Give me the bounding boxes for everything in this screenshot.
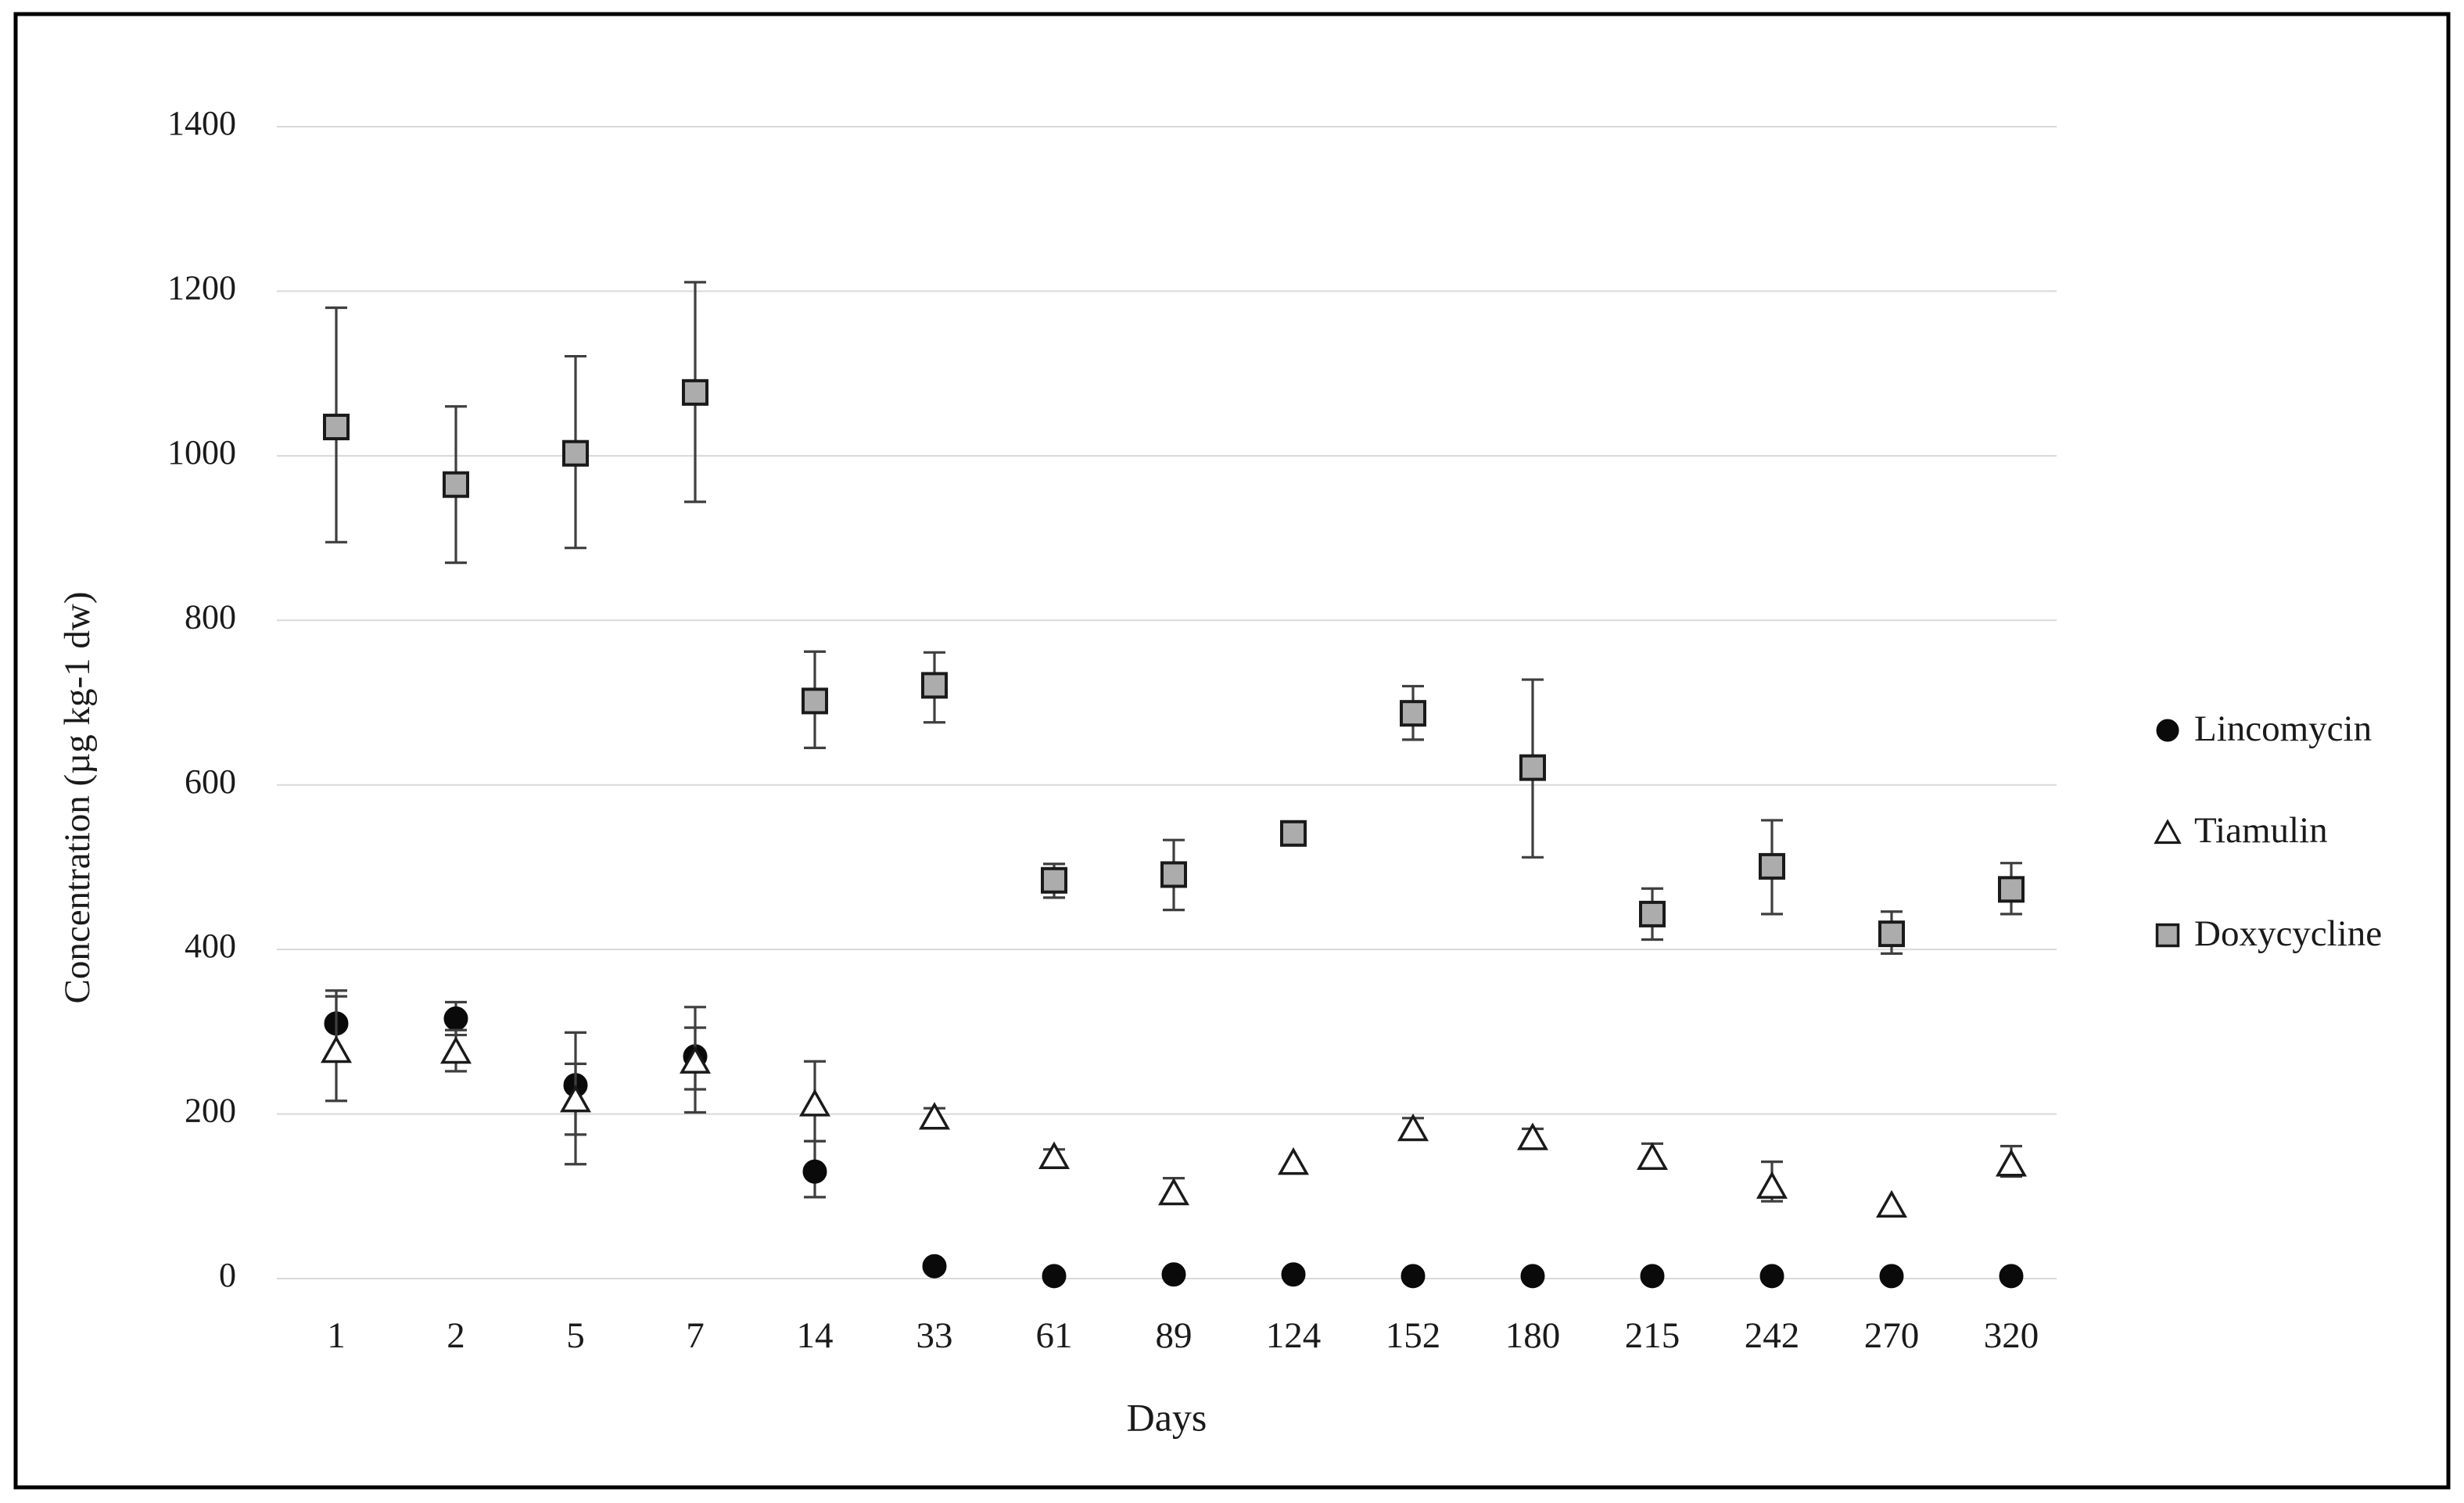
y-tick-label: 1200 <box>167 269 236 307</box>
doxycycline-square-marker <box>443 471 469 498</box>
lincomycin-circle-marker <box>1161 1262 1186 1287</box>
x-axis-title: Days <box>1127 1395 1207 1439</box>
figure-border <box>13 12 2451 1490</box>
y-tick-label: 0 <box>219 1256 236 1294</box>
tiamulin-triangle-marker <box>1277 1147 1310 1175</box>
legend-label: Doxycycline <box>2194 913 2382 954</box>
tiamulin-triangle-marker <box>1875 1189 1908 1218</box>
tiamulin-triangle-marker <box>679 1046 712 1074</box>
x-tick-label: 2 <box>447 1315 465 1356</box>
legend-circle-icon <box>2156 719 2179 742</box>
legend-triangle-icon <box>2154 819 2182 845</box>
tiamulin-triangle-marker <box>1397 1113 1429 1142</box>
tiamulin-triangle-marker <box>918 1102 951 1130</box>
y-tick-label: 400 <box>185 927 236 965</box>
x-tick-label: 14 <box>797 1315 834 1356</box>
doxycycline-square-marker <box>1759 852 1785 880</box>
tiamulin-triangle-marker <box>1516 1122 1549 1150</box>
legend-label: Lincomycin <box>2194 708 2372 749</box>
legend-square-icon <box>2155 923 2180 948</box>
doxycycline-square-marker <box>1041 866 1067 894</box>
lincomycin-circle-marker <box>802 1159 827 1184</box>
y-tick-label: 1000 <box>167 433 236 472</box>
doxycycline-square-marker <box>323 414 350 441</box>
y-tick-label: 800 <box>185 597 236 636</box>
doxycycline-square-marker <box>921 672 948 699</box>
doxycycline-square-marker <box>1400 700 1426 727</box>
doxycycline-square-marker <box>802 687 828 715</box>
x-tick-label: 1 <box>327 1315 346 1356</box>
tiamulin-triangle-marker <box>1995 1149 2028 1177</box>
lincomycin-circle-marker <box>1759 1264 1784 1289</box>
tiamulin-triangle-marker <box>1157 1177 1190 1206</box>
series-tiamulin <box>320 995 2028 1218</box>
doxycycline-square-marker <box>1878 920 1905 948</box>
y-tick-label: 200 <box>185 1092 236 1130</box>
doxycycline-square-marker <box>1160 861 1187 888</box>
tiamulin-triangle-marker <box>1038 1141 1071 1169</box>
doxycycline-square-marker <box>1280 820 1307 847</box>
legend-item-doxycycline: Doxycycline <box>2155 913 2382 954</box>
x-tick-label: 215 <box>1625 1315 1680 1356</box>
y-tick-label: 1400 <box>167 104 236 142</box>
lincomycin-circle-marker <box>443 1006 468 1031</box>
lincomycin-circle-marker <box>1401 1264 1426 1289</box>
doxycycline-square-marker <box>682 378 708 406</box>
x-tick-label: 61 <box>1036 1315 1073 1356</box>
doxycycline-square-marker <box>1519 754 1546 781</box>
lincomycin-circle-marker <box>1999 1264 2024 1289</box>
x-tick-label: 320 <box>1984 1315 2039 1356</box>
x-tick-label: 180 <box>1505 1315 1561 1356</box>
x-tick-label: 152 <box>1386 1315 1441 1356</box>
series-doxycycline <box>323 281 2025 956</box>
x-tick-label: 270 <box>1864 1315 1920 1356</box>
lincomycin-circle-marker <box>1281 1262 1306 1287</box>
legend-item-lincomycin: Lincomycin <box>2156 708 2372 749</box>
doxycycline-square-marker <box>1998 876 2025 903</box>
y-tick-label: 600 <box>185 762 236 801</box>
lincomycin-circle-marker <box>1042 1264 1067 1289</box>
tiamulin-triangle-marker <box>320 1035 353 1064</box>
lincomycin-circle-marker <box>1520 1264 1545 1289</box>
tiamulin-triangle-marker <box>1636 1142 1669 1171</box>
tiamulin-triangle-marker <box>798 1089 831 1117</box>
x-tick-label: 242 <box>1745 1315 1800 1356</box>
doxycycline-square-marker <box>562 439 589 467</box>
lincomycin-circle-marker <box>922 1254 947 1279</box>
legend-label: Tiamulin <box>2194 810 2328 851</box>
x-tick-label: 124 <box>1266 1315 1322 1356</box>
tiamulin-triangle-marker <box>1756 1171 1788 1199</box>
tiamulin-triangle-marker <box>439 1036 472 1064</box>
x-tick-label: 7 <box>686 1315 705 1356</box>
legend: Lincomycin Tiamulin Doxycycline <box>2154 708 2382 954</box>
tiamulin-triangle-marker <box>559 1085 592 1113</box>
doxycycline-square-marker <box>1639 900 1666 927</box>
x-tick-label: 89 <box>1156 1315 1193 1356</box>
legend-item-tiamulin: Tiamulin <box>2154 810 2328 851</box>
lincomycin-circle-marker <box>1640 1264 1665 1289</box>
x-tick-label: 33 <box>916 1315 953 1356</box>
x-tick-label: 5 <box>566 1315 585 1356</box>
lincomycin-circle-marker <box>1879 1264 1904 1289</box>
y-axis-title: Concentration (µg kg-1 dw) <box>57 592 98 1004</box>
